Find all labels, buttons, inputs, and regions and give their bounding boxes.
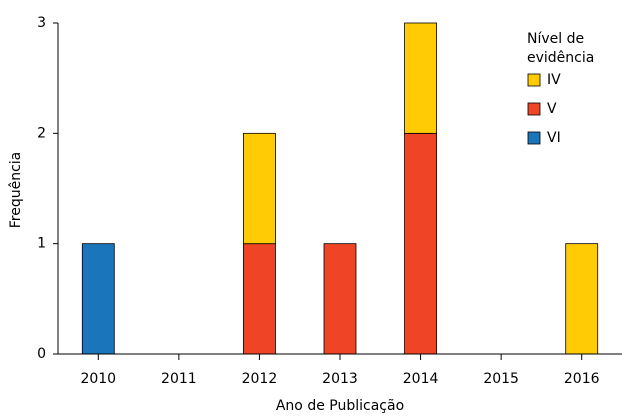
bar-segment <box>565 243 599 355</box>
bar-segment <box>243 243 276 355</box>
y-tick-label: 1 <box>37 236 46 252</box>
x-tick-label: 2012 <box>242 371 278 387</box>
legend-label: V <box>547 101 557 117</box>
legend-swatch <box>527 131 541 145</box>
x-tick-label: 2010 <box>80 371 116 387</box>
x-tick-label: 2013 <box>322 371 358 387</box>
x-tick-label: 2014 <box>403 371 439 387</box>
legend-label: IV <box>547 72 561 88</box>
y-tick-label: 0 <box>37 346 46 362</box>
legend-label: VI <box>547 130 561 146</box>
bar-segment <box>243 132 276 245</box>
x-axis-label: Ano de Publicação <box>276 398 404 414</box>
legend-swatch <box>527 102 541 116</box>
bar-segment <box>323 243 357 355</box>
legend-swatch <box>527 73 541 87</box>
y-tick-label: 3 <box>37 15 46 31</box>
x-tick-label: 2011 <box>161 371 197 387</box>
bar-segment <box>81 243 115 355</box>
y-axis-label: Frequência <box>8 152 24 229</box>
bar-segment <box>404 22 437 134</box>
y-tick-label: 2 <box>37 125 46 141</box>
x-tick-label: 2015 <box>483 371 519 387</box>
bar-segment <box>404 132 437 355</box>
legend-title: Nível de evidência <box>527 31 595 66</box>
x-tick-label: 2016 <box>564 371 600 387</box>
